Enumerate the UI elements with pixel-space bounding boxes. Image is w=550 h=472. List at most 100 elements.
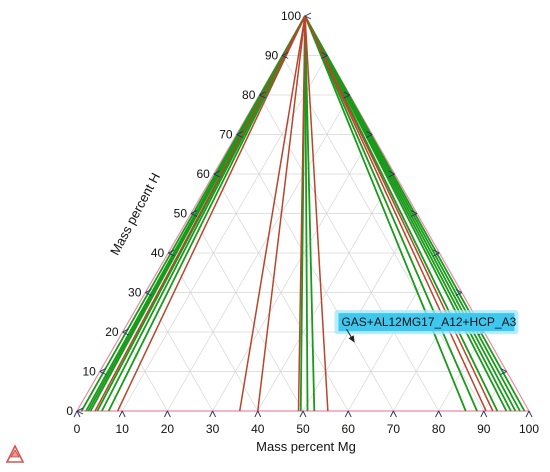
grid-line-al: [167, 252, 259, 412]
left-tick-mark: [145, 292, 152, 296]
bottom-tick-label: 40: [251, 422, 265, 436]
bottom-tick-mark: [480, 410, 485, 418]
bottom-tick-mark: [73, 410, 78, 418]
green-tie-line: [101, 15, 306, 412]
left-tick-mark: [145, 289, 152, 293]
right-tick-mark: [455, 289, 463, 293]
annotation-layer: GAS+AL12MG17_A12+HCP_A3: [334, 310, 519, 343]
left-tick-label: 100: [281, 9, 301, 23]
red-tie-line: [304, 15, 494, 412]
red-tie-line: [117, 15, 306, 412]
bottom-tick-label: 60: [342, 422, 356, 436]
bottom-tick-mark: [392, 410, 397, 418]
bottom-tick-label: 90: [477, 422, 491, 436]
left-tick-mark: [76, 407, 84, 412]
bottom-tick-label: 30: [206, 422, 220, 436]
triangle-logo-icon: [5, 444, 25, 463]
right-tick-mark: [321, 52, 328, 56]
left-tick-mark: [259, 94, 266, 99]
green-tie-line: [304, 15, 316, 412]
bottom-tick-label: 20: [161, 422, 175, 436]
bottom-tick-mark: [299, 410, 304, 418]
left-tick-mark: [99, 371, 107, 375]
left-tick-label: 60: [196, 167, 210, 181]
red-tie-line: [94, 15, 306, 412]
right-tick-mark: [388, 170, 395, 175]
left-tick-mark: [213, 170, 221, 175]
right-tick-mark: [343, 94, 351, 99]
right-tick-mark: [321, 55, 328, 59]
green-tie-line: [304, 15, 526, 412]
right-tick-mark: [365, 131, 373, 135]
right-tick-mark: [500, 368, 507, 372]
green-tie-lines: [80, 15, 526, 412]
left-tick-label: 0: [66, 404, 73, 418]
left-tick-label: 50: [174, 207, 188, 221]
left-tick-mark: [99, 368, 107, 372]
left-tick-mark: [167, 252, 175, 257]
red-tie-line: [304, 15, 487, 412]
bottom-tick-mark: [528, 410, 533, 418]
left-tick-label: 20: [105, 325, 119, 339]
left-tick-mark: [167, 249, 175, 254]
red-tie-line: [257, 15, 306, 412]
left-tick-mark: [122, 328, 129, 333]
left-tick-label: 30: [128, 286, 142, 300]
bottom-tick-mark: [302, 410, 307, 418]
bottom-tick-mark: [435, 410, 440, 418]
x-axis-label: Mass percent Mg: [256, 439, 356, 454]
left-tick-label: 40: [151, 246, 165, 260]
right-tick-mark: [410, 210, 418, 214]
left-tick-label: 80: [242, 88, 256, 102]
left-tick-label: 70: [219, 128, 233, 142]
left-tick-mark: [76, 410, 84, 415]
bottom-tick-mark: [121, 410, 126, 418]
green-tie-line: [107, 15, 306, 412]
left-tick-label: 90: [265, 49, 279, 63]
left-tick-label: 10: [82, 365, 96, 379]
bottom-tick-mark: [166, 410, 171, 418]
bottom-tick-mark: [525, 410, 530, 418]
red-tie-line: [297, 15, 306, 412]
left-tick-mark: [190, 210, 198, 214]
bottom-tick-mark: [254, 410, 259, 418]
annotation-label: GAS+AL12MG17_A12+HCP_A3: [341, 315, 516, 329]
left-tick-mark: [236, 131, 243, 135]
grid-line-al: [236, 134, 394, 412]
grid-line-al: [145, 292, 213, 412]
bottom-tick-mark: [344, 410, 349, 418]
bottom-tick-mark: [209, 410, 214, 418]
bottom-tick-label: 70: [387, 422, 401, 436]
right-tick-mark: [365, 134, 373, 138]
left-tick-mark: [281, 55, 289, 59]
bottom-tick-mark: [163, 410, 168, 418]
right-tick-mark: [410, 213, 418, 217]
left-tick-mark: [236, 134, 243, 138]
bottom-tick-mark: [76, 410, 81, 418]
right-tick-mark: [433, 252, 440, 257]
red-tie-line: [304, 15, 329, 412]
bottom-tick-mark: [438, 410, 443, 418]
annotation-arrow: [346, 328, 355, 343]
right-tick-mark: [388, 173, 395, 178]
bottom-tick-label: 80: [432, 422, 446, 436]
red-tie-lines: [94, 15, 494, 412]
bottom-tick-label: 100: [519, 422, 539, 436]
right-tick-mark: [343, 91, 351, 96]
annotation-box: [338, 313, 515, 332]
bottom-tick-mark: [389, 410, 394, 418]
left-tick-mark: [259, 91, 266, 96]
left-tick-mark: [281, 52, 289, 56]
bottom-tick-mark: [347, 410, 352, 418]
bottom-tick-label: 50: [296, 422, 310, 436]
green-tie-line: [304, 15, 478, 412]
right-tick-mark: [500, 371, 507, 375]
grid-line-al: [190, 213, 304, 412]
right-tick-mark: [433, 249, 440, 254]
bottom-tick-mark: [212, 410, 217, 418]
left-tick-mark: [213, 173, 221, 178]
y-axis-label: Mass percent H: [107, 170, 163, 257]
left-tick-mark: [304, 12, 312, 17]
